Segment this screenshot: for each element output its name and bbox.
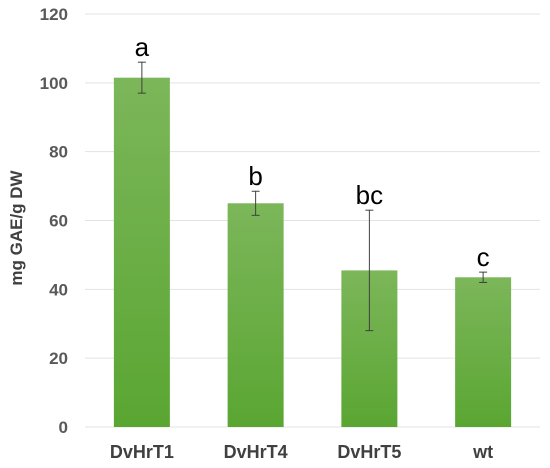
significance-label: c [477,242,490,272]
error-bar [137,61,146,94]
x-tick-label: DvHrT5 [337,442,401,462]
y-axis-title: mg GAE/g DW [7,169,26,285]
bar [113,77,170,427]
error-bar [251,190,260,216]
y-tick-label: 120 [40,5,68,24]
significance-label: a [135,32,150,62]
y-tick-label: 0 [59,418,68,437]
significance-label: b [248,161,262,191]
y-tick-label: 80 [49,143,68,162]
x-tick-label: DvHrT4 [224,442,288,462]
significance-label: bc [356,180,383,210]
x-axis-labels: DvHrT1 DvHrT4 DvHrT5 wt [110,442,493,462]
significance-labels: a b bc c [135,32,490,272]
bars [113,77,512,427]
y-axis-ticks: 0 20 40 60 80 100 120 [40,5,68,437]
x-tick-label: wt [472,442,493,462]
error-bars [137,61,488,332]
error-bar [479,271,488,283]
y-tick-label: 40 [49,280,68,299]
y-tick-label: 20 [49,349,68,368]
y-tick-label: 60 [49,212,68,231]
bar [455,277,512,427]
error-bar [365,209,374,332]
x-tick-label: DvHrT1 [110,442,174,462]
y-tick-label: 100 [40,74,68,93]
bar [227,203,284,427]
